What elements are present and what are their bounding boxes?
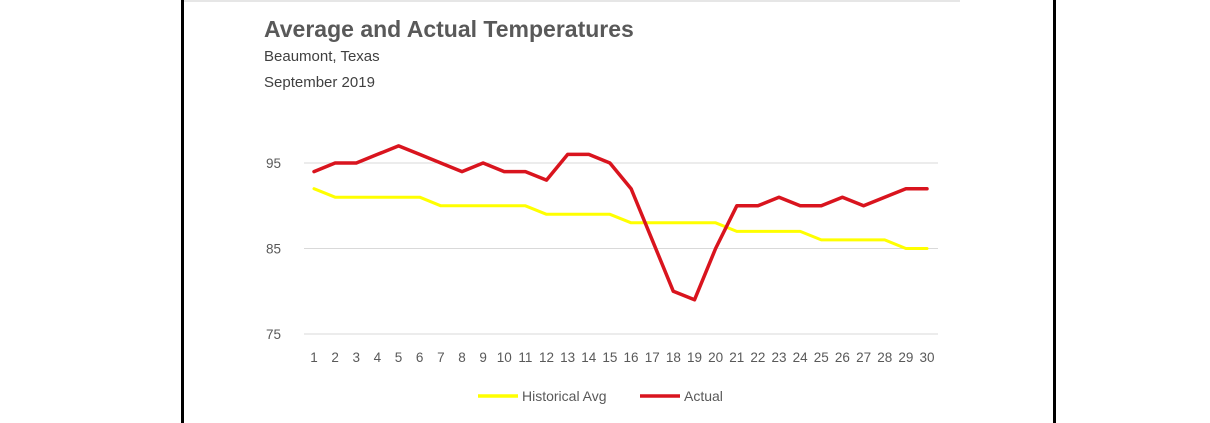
- frame-right-border: [1053, 0, 1056, 423]
- x-tick-label: 18: [666, 350, 681, 365]
- x-tick-label: 4: [374, 350, 382, 365]
- x-tick-label: 5: [395, 350, 403, 365]
- x-tick-label: 25: [814, 350, 829, 365]
- chart-subtitle-date: September 2019: [264, 74, 375, 91]
- series-line-1: [312, 144, 929, 302]
- x-tick-label: 1: [310, 350, 318, 365]
- x-tick-label: 22: [750, 350, 765, 365]
- y-tick-label: 75: [266, 327, 281, 342]
- x-tick-label: 17: [645, 350, 660, 365]
- x-tick-label: 26: [835, 350, 850, 365]
- chart-top-rule: [184, 0, 960, 2]
- x-tick-label: 9: [479, 350, 487, 365]
- y-tick-label: 95: [266, 156, 281, 171]
- x-tick-label: 28: [877, 350, 892, 365]
- legend-label-1: Actual: [684, 388, 723, 404]
- x-tick-label: 8: [458, 350, 466, 365]
- y-tick-label: 85: [266, 242, 281, 257]
- legend: Historical Avg Actual: [478, 388, 723, 404]
- legend-label-0: Historical Avg: [522, 388, 607, 404]
- x-tick-label: 14: [581, 350, 597, 365]
- x-tick-label: 27: [856, 350, 871, 365]
- x-tick-label: 21: [729, 350, 744, 365]
- x-tick-label: 23: [772, 350, 787, 365]
- x-tick-label: 12: [539, 350, 554, 365]
- gridlines: [304, 162, 938, 335]
- x-tick-label: 6: [416, 350, 424, 365]
- chart-subtitle-location: Beaumont, Texas: [264, 48, 380, 65]
- y-axis-ticks: 75 85 95: [266, 156, 281, 342]
- x-tick-label: 10: [497, 350, 512, 365]
- series-lines: [312, 144, 929, 302]
- chart-title: Average and Actual Temperatures: [264, 16, 634, 42]
- frame-left-border: [181, 0, 184, 423]
- x-tick-label: 16: [624, 350, 639, 365]
- x-tick-label: 2: [331, 350, 339, 365]
- x-tick-label: 3: [353, 350, 361, 365]
- x-tick-label: 7: [437, 350, 445, 365]
- series-line-0: [312, 187, 929, 250]
- x-tick-label: 15: [602, 350, 617, 365]
- x-tick-label: 20: [708, 350, 723, 365]
- x-tick-label: 30: [919, 350, 934, 365]
- x-tick-label: 29: [898, 350, 913, 365]
- x-axis-ticks: 1 2 3 4 5 6 7 8 9 10 11 12 13 14 15 16 17 18 19 20 21 22 23 24 2…: [310, 350, 934, 365]
- x-tick-label: 24: [793, 350, 809, 365]
- x-tick-label: 19: [687, 350, 702, 365]
- x-tick-label: 13: [560, 350, 575, 365]
- x-tick-label: 11: [518, 350, 532, 365]
